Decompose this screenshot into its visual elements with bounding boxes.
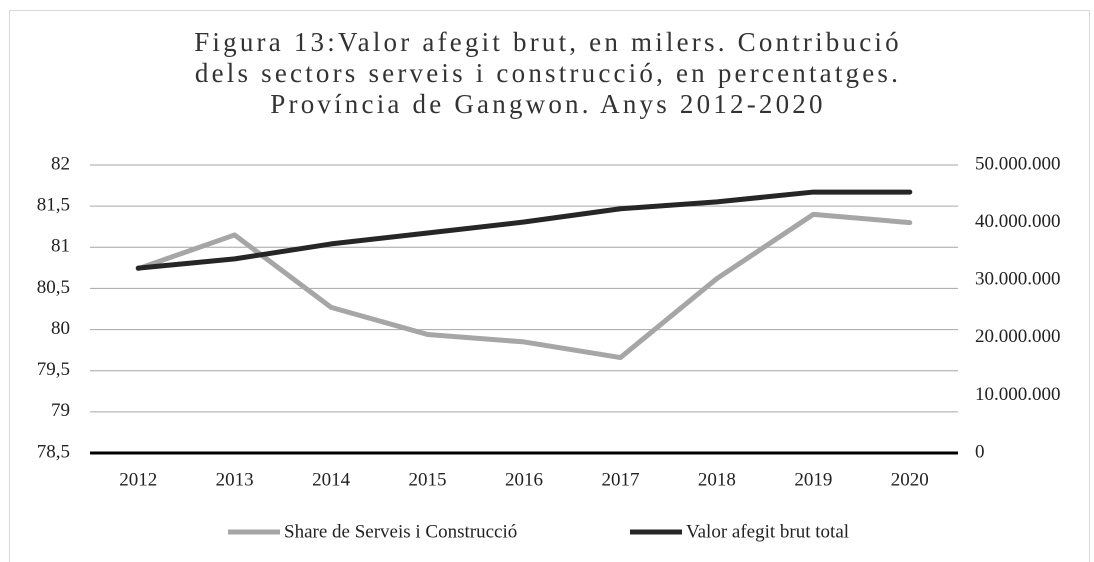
y2-tick-label: 20.000.000 xyxy=(975,326,1061,347)
y2-tick-label: 40.000.000 xyxy=(975,211,1061,232)
y2-tick-label: 0 xyxy=(975,441,985,462)
y-tick-label: 80 xyxy=(51,318,70,339)
y-tick-label: 80,5 xyxy=(37,277,70,298)
y-tick-label: 79,5 xyxy=(37,359,70,380)
y2-tick-label: 50.000.000 xyxy=(975,153,1061,174)
y-tick-label: 81,5 xyxy=(37,195,70,216)
x-tick-label: 2015 xyxy=(409,469,447,490)
y-tick-label: 79 xyxy=(51,400,70,421)
y-tick-label: 78,5 xyxy=(37,441,70,462)
x-tick-label: 2018 xyxy=(698,469,736,490)
x-tick-label: 2012 xyxy=(119,469,157,490)
series-line xyxy=(135,211,913,361)
x-tick-label: 2014 xyxy=(312,469,351,490)
series-line xyxy=(135,189,913,271)
x-tick-label: 2019 xyxy=(794,469,832,490)
chart-frame xyxy=(9,10,1090,562)
legend-label: Valor afegit brut total xyxy=(686,521,849,542)
y-tick-label: 81 xyxy=(51,236,70,257)
x-tick-label: 2020 xyxy=(891,469,929,490)
legend-label: Share de Serveis i Construcció xyxy=(284,521,517,542)
x-tick-label: 2016 xyxy=(505,469,543,490)
y-tick-label: 82 xyxy=(51,153,70,174)
x-tick-label: 2017 xyxy=(601,469,639,490)
y2-tick-label: 10.000.000 xyxy=(975,384,1061,405)
chart-title: Província de Gangwon. Anys 2012-2020 xyxy=(270,89,825,119)
chart-title: Figura 13:Valor afegit brut, en milers. … xyxy=(194,27,902,57)
chart-title: dels sectors serveis i construcció, en p… xyxy=(195,58,901,88)
y2-tick-label: 30.000.000 xyxy=(975,269,1061,290)
x-tick-label: 2013 xyxy=(216,469,254,490)
